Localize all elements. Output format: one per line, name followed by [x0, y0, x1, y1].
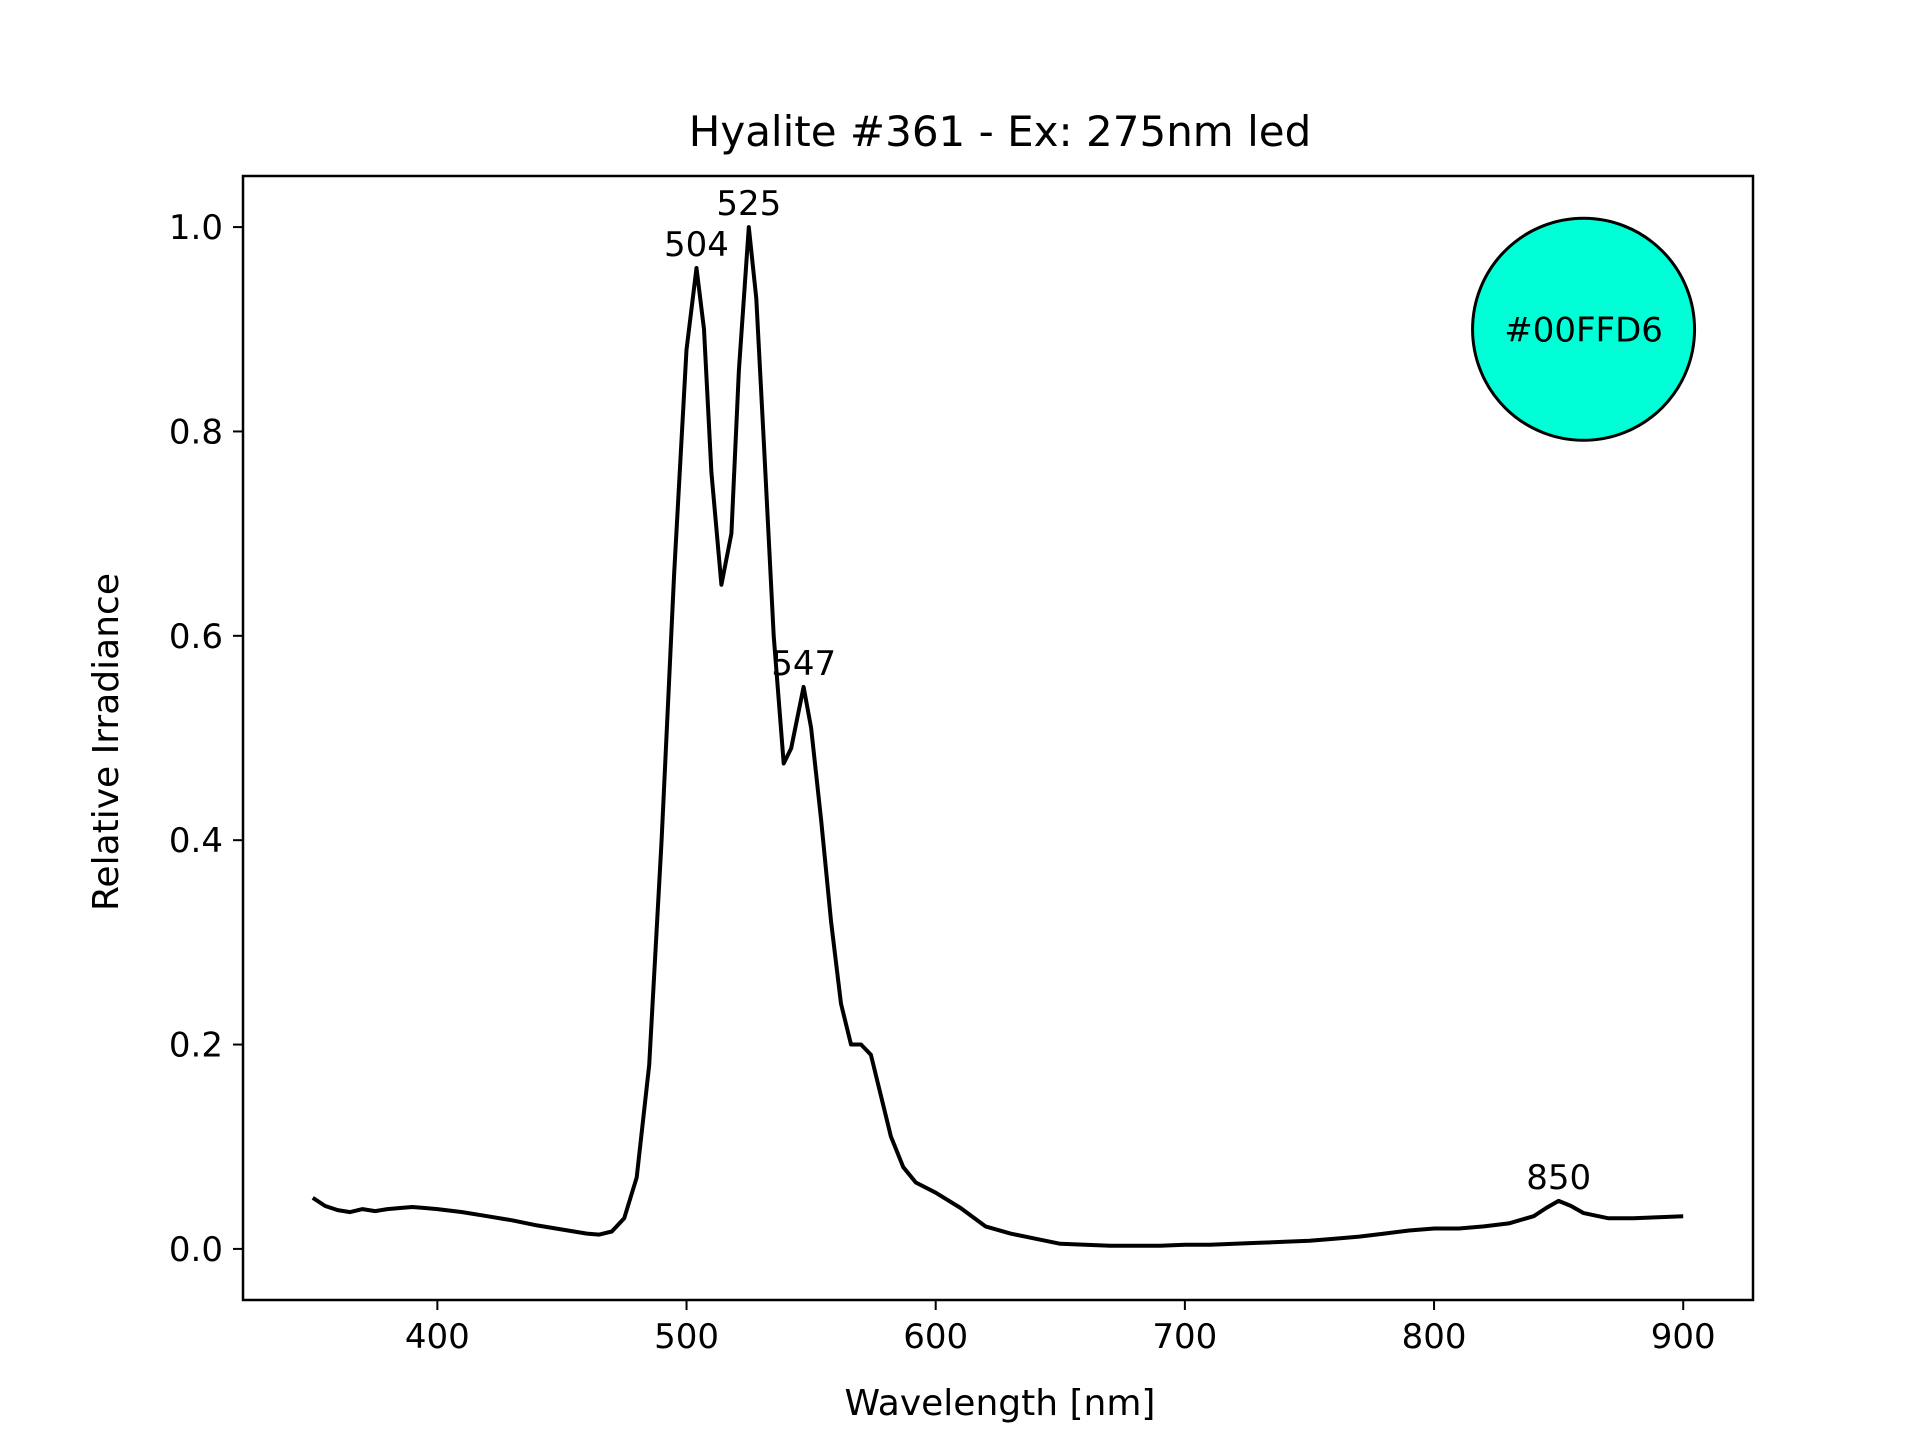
- x-tick-label-400: 400: [405, 1317, 470, 1357]
- y-tick-label-0.2: 0.2: [169, 1026, 223, 1066]
- peak-label-525: 525: [716, 184, 781, 224]
- peak-label-547: 547: [771, 644, 836, 684]
- peak-label-504: 504: [664, 225, 729, 265]
- y-tick-label-1.0: 1.0: [169, 208, 223, 248]
- y-tick-label-0.0: 0.0: [169, 1230, 223, 1270]
- peak-label-850: 850: [1526, 1158, 1591, 1198]
- x-tick-label-900: 900: [1651, 1317, 1716, 1357]
- x-tick-label-700: 700: [1152, 1317, 1217, 1357]
- x-tick-label-800: 800: [1402, 1317, 1467, 1357]
- y-tick-label-0.8: 0.8: [169, 412, 223, 452]
- plot-frame: [241, 174, 1755, 1302]
- color-swatch-label: #00FFD6: [1504, 310, 1663, 350]
- y-tick-label-0.4: 0.4: [169, 821, 223, 861]
- chart-title: Hyalite #361 - Ex: 275nm led: [689, 107, 1312, 156]
- y-axis-label: Relative Irradiance: [86, 573, 127, 911]
- y-tick-label-0.6: 0.6: [169, 617, 223, 657]
- spectrum-line: [311, 225, 1684, 1248]
- x-tick-label-600: 600: [903, 1317, 968, 1357]
- x-tick-label-500: 500: [654, 1317, 719, 1357]
- color-swatch-circle: [1471, 216, 1697, 442]
- x-axis-label: Wavelength [nm]: [845, 1383, 1156, 1424]
